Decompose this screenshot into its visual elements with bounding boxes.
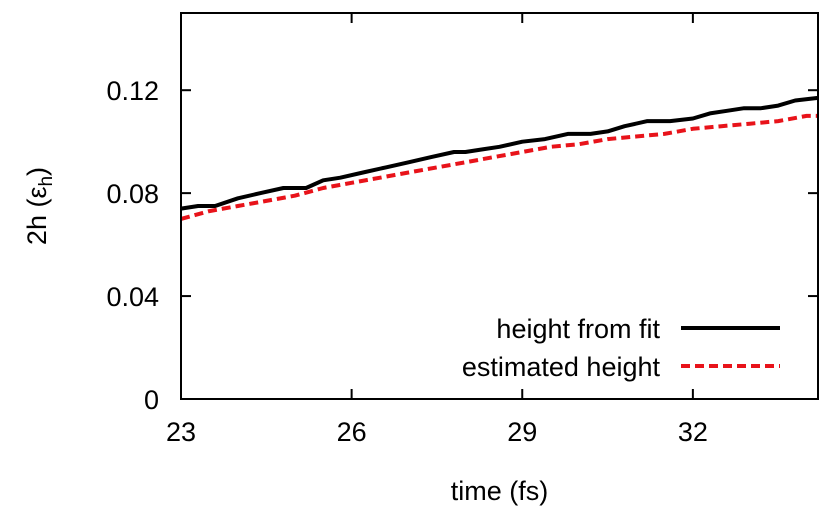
plot-frame xyxy=(180,12,819,400)
y-tick-label: 0 xyxy=(144,385,159,415)
y-axis-label: 2h (εh) xyxy=(22,167,57,245)
y-axis-label-main: 2h (ε xyxy=(22,187,52,246)
lines-layer xyxy=(180,95,819,221)
series-line-height-from-fit xyxy=(180,95,819,211)
y-tick-label: 0.12 xyxy=(106,76,159,106)
x-tick-label: 26 xyxy=(337,417,367,447)
x-tick-label: 23 xyxy=(166,417,196,447)
legend: height from fit estimated height xyxy=(462,314,780,382)
x-axis-label: time (fs) xyxy=(451,476,549,506)
y-axis-label-close: ) xyxy=(22,167,52,176)
y-tick-label: 0.08 xyxy=(106,179,159,209)
y-tick-label: 0.04 xyxy=(106,282,159,312)
y-axis-label-subscript: h xyxy=(36,176,57,187)
ticks-layer: 23 26 29 32 0 0.04 0.08 0.12 xyxy=(106,13,818,447)
legend-label: estimated height xyxy=(462,352,661,382)
x-tick-label: 32 xyxy=(678,417,708,447)
x-tick-label: 29 xyxy=(507,417,537,447)
legend-label: height from fit xyxy=(496,314,660,344)
series-line-estimated-height xyxy=(180,113,818,221)
